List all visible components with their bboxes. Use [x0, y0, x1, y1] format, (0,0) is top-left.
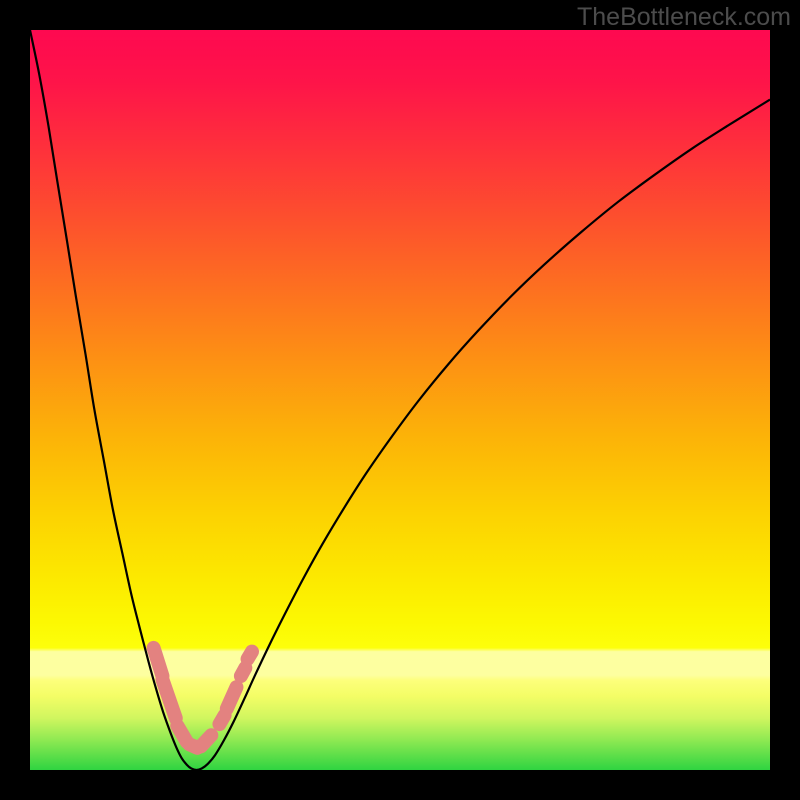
plot-background	[30, 30, 770, 770]
bottleneck-chart-svg: TheBottleneck.com	[0, 0, 800, 800]
chart-image-root: TheBottleneck.com	[0, 0, 800, 800]
marker-segment	[248, 652, 252, 659]
marker-segment	[241, 668, 245, 676]
marker-segment	[219, 715, 224, 724]
marker-segment	[201, 735, 211, 746]
watermark-text: TheBottleneck.com	[577, 3, 791, 31]
marker-segment	[154, 648, 163, 676]
marker-segment	[227, 687, 237, 708]
